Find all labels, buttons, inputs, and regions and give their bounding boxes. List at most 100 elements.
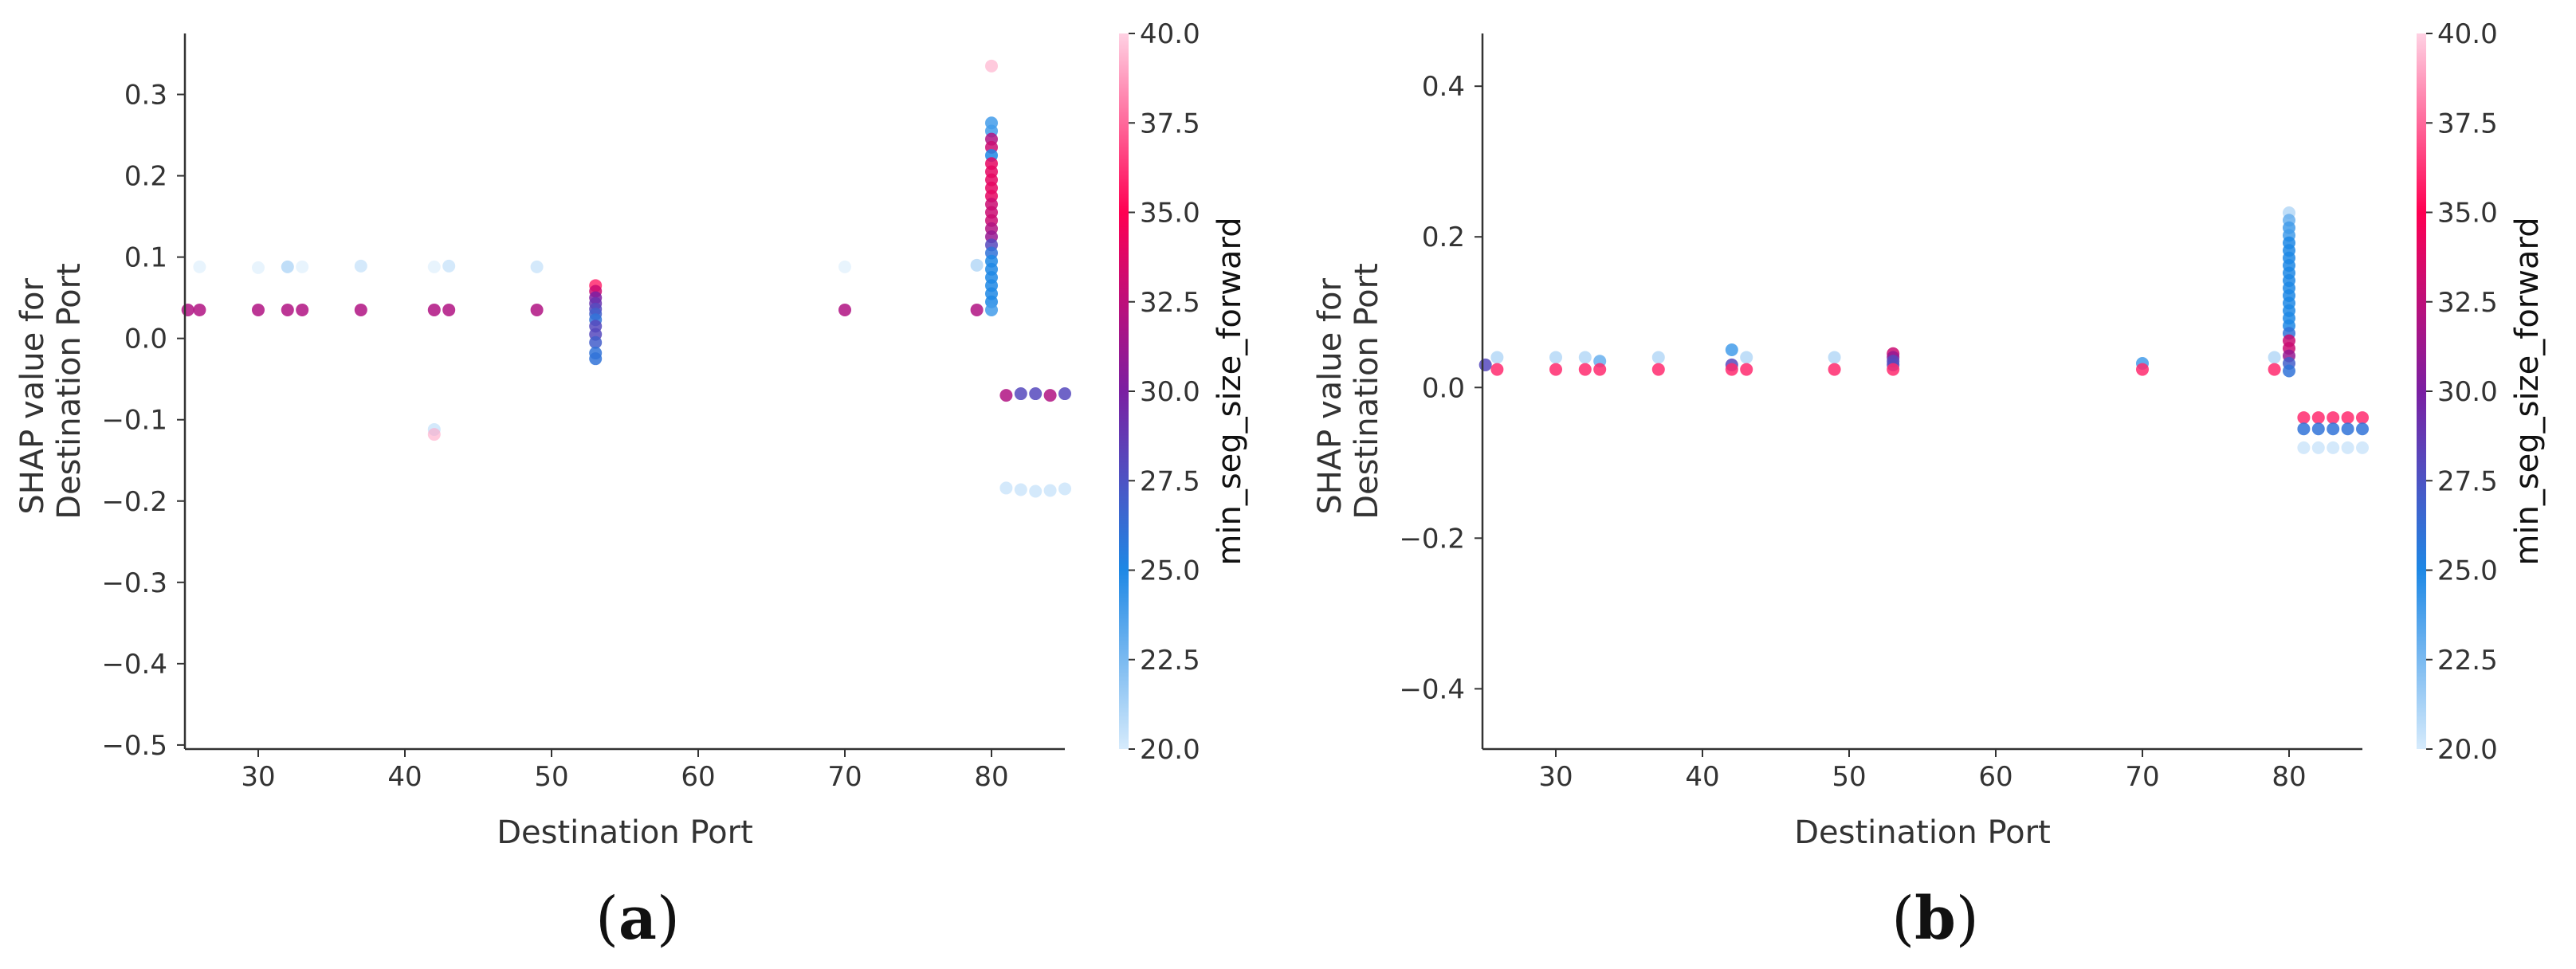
scatter-point xyxy=(2356,411,2369,425)
scatter-point xyxy=(1490,363,1504,376)
panel-letter: b xyxy=(1914,885,1956,953)
scatter-point xyxy=(2311,422,2325,436)
scatter-point xyxy=(1549,351,1562,364)
y-tick-label: 0.0 xyxy=(124,324,167,355)
scatter-point xyxy=(1578,363,1592,376)
scatter-point xyxy=(985,59,998,73)
scatter-point xyxy=(281,303,294,316)
scatter-point xyxy=(1828,351,1841,364)
colorbar-tick-label: 30.0 xyxy=(1140,376,1200,408)
panel-label-b: (b) xyxy=(1891,885,1979,953)
scatter-point xyxy=(252,261,265,274)
scatter-point xyxy=(354,303,367,316)
scatter-point xyxy=(985,303,998,316)
scatter-point xyxy=(2341,422,2354,436)
colorbar-tick-label: 37.5 xyxy=(2437,108,2498,139)
scatter-point xyxy=(838,303,851,316)
scatter-point xyxy=(838,260,851,273)
scatter-point xyxy=(2311,441,2325,454)
scatter-points xyxy=(181,59,1071,498)
scatter-point xyxy=(2297,441,2311,454)
colorbar-tick-label: 32.5 xyxy=(2437,287,2498,319)
scatter-point xyxy=(589,335,603,349)
y-tick-label: 0.3 xyxy=(124,80,167,112)
scatter-point xyxy=(2356,441,2369,454)
scatter-point xyxy=(589,352,603,366)
scatter-point xyxy=(442,259,456,273)
x-tick-label: 80 xyxy=(2272,761,2306,793)
x-tick-label: 70 xyxy=(827,761,862,793)
tick-labels: 30 40 50 60 70 80 −0.5 −0.4 −0.3 −0.2 −0.1 0.0 0.1 0.… xyxy=(101,80,1008,793)
y-tick-label: 0.2 xyxy=(1422,222,1465,253)
scatter-point xyxy=(2268,363,2281,376)
scatter-point xyxy=(970,258,984,272)
y-tick-label: −0.1 xyxy=(101,405,167,437)
x-tick-label: 30 xyxy=(241,761,275,793)
x-tick-label: 50 xyxy=(534,761,568,793)
scatter-point xyxy=(1043,484,1057,497)
scatter-point xyxy=(2341,441,2354,454)
scatter-point xyxy=(530,260,544,273)
y-tick-label: −0.4 xyxy=(101,649,167,681)
scatter-point xyxy=(2327,411,2340,425)
colorbar-tick-label: 27.5 xyxy=(2437,465,2498,497)
y-axis-label-line-1: SHAP value for xyxy=(14,277,51,514)
scatter-point xyxy=(1887,363,1900,376)
axes xyxy=(1475,33,2362,757)
colorbar-tick-label: 22.5 xyxy=(1140,645,1200,677)
scatter-point xyxy=(296,303,309,316)
scatter-point xyxy=(2356,422,2369,436)
colorbar-tick-label: 32.5 xyxy=(1140,287,1200,319)
scatter-point xyxy=(1029,484,1043,498)
scatter-point xyxy=(2283,364,2295,378)
y-tick-label: 0.4 xyxy=(1422,71,1465,103)
x-tick-label: 50 xyxy=(1832,761,1866,793)
y-tick-label: 0.1 xyxy=(124,242,167,274)
scatter-point xyxy=(2136,363,2149,376)
scatter-point xyxy=(1651,351,1665,364)
scatter-point xyxy=(1593,363,1607,376)
y-axis-label-line-2: Destination Port xyxy=(1349,263,1385,520)
axes xyxy=(177,33,1065,757)
scatter-point xyxy=(1029,387,1043,401)
x-tick-label: 70 xyxy=(2125,761,2159,793)
scatter-point xyxy=(427,303,441,316)
scatter-point xyxy=(530,303,544,316)
colorbar-label: min_seg_size_forward xyxy=(1211,217,1248,565)
x-tick-label: 40 xyxy=(387,761,422,793)
scatter-point xyxy=(999,389,1013,402)
y-tick-label: −0.4 xyxy=(1399,673,1465,705)
scatter-point xyxy=(1043,389,1057,402)
scatter-point xyxy=(2268,351,2281,364)
scatter-point xyxy=(1651,363,1665,376)
scatter-point xyxy=(2327,441,2340,454)
scatter-point xyxy=(281,260,294,273)
scatter-point xyxy=(427,260,441,273)
colorbar-tick-label: 22.5 xyxy=(2437,645,2498,677)
colorbar-tick-labels: 20.0 22.5 25.0 27.5 30.0 32.5 35.0 37.5 40.0 xyxy=(1129,18,1200,766)
colorbar-tick-label: 27.5 xyxy=(1140,465,1200,497)
scatter-point xyxy=(1725,363,1738,376)
colorbar-tick-label: 40.0 xyxy=(1140,18,1200,50)
x-axis-label: Destination Port xyxy=(497,814,753,851)
scatter-point xyxy=(1578,351,1592,364)
colorbar-label: min_seg_size_forward xyxy=(2509,217,2546,565)
colorbar-tick-labels: 20.0 22.5 25.0 27.5 30.0 32.5 35.0 37.5 40.0 xyxy=(2426,18,2498,766)
y-tick-label: −0.3 xyxy=(101,567,167,599)
y-tick-label: 0.2 xyxy=(124,161,167,193)
y-tick-label: −0.5 xyxy=(101,730,167,762)
scatter-point xyxy=(1478,358,1492,371)
scatter-point xyxy=(442,303,456,316)
scatter-point xyxy=(1740,363,1753,376)
y-tick-label: −0.2 xyxy=(101,486,167,518)
scatter-point xyxy=(1740,351,1753,364)
scatter-point xyxy=(1549,363,1562,376)
scatter-point xyxy=(252,303,265,316)
panel-label-a: (a) xyxy=(595,885,680,953)
colorbar-tick-label: 20.0 xyxy=(1140,734,1200,766)
x-tick-label: 40 xyxy=(1685,761,1719,793)
x-axis-label: Destination Port xyxy=(1794,814,2051,851)
y-axis-label-line-2: Destination Port xyxy=(51,263,88,520)
y-axis-label: SHAP value for Destination Port xyxy=(1312,263,1385,520)
